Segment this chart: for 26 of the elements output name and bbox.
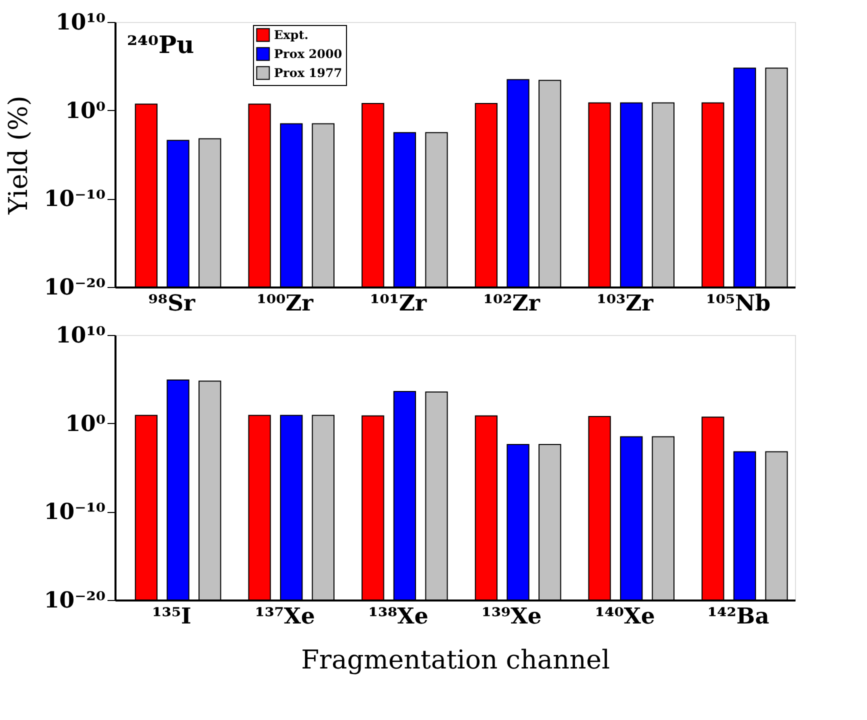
x-tick-label: ¹⁰²Zr: [483, 290, 540, 316]
x-tick-label: ¹⁰⁵Nb: [706, 290, 771, 316]
x-tick-label: ¹³⁸Xe: [368, 604, 428, 630]
legend-label: Prox 2000: [274, 47, 342, 61]
legend-label: Expt.: [274, 28, 308, 42]
y-tick-label: 10⁻²⁰: [44, 274, 106, 300]
x-tick-label: ¹⁰³Zr: [596, 290, 654, 316]
y-tick-label: 10⁰: [65, 410, 106, 437]
x-axis-title: Fragmentation channel: [301, 646, 610, 676]
y-tick-label: 10⁻¹⁰: [44, 186, 106, 212]
y-tick-label: 10⁻²⁰: [44, 588, 106, 614]
legend-label: Prox 1977: [274, 66, 342, 80]
y-tick-label: 10⁰: [65, 98, 106, 124]
x-tick-label: ¹³⁹Xe: [482, 604, 542, 630]
x-tick-label: ⁹⁸Sr: [148, 290, 196, 316]
x-tick-label: ¹³⁷Xe: [255, 604, 315, 630]
y-axis-title: Yield (%): [4, 96, 34, 216]
annotation: ²⁴⁰Pu: [127, 30, 194, 59]
x-tick-label: ¹³⁵I: [152, 604, 192, 630]
y-tick-label: 10¹⁰: [56, 322, 106, 348]
x-tick-label: ¹⁴²Ba: [707, 604, 770, 630]
x-tick-label: ¹⁴⁰Xe: [595, 604, 655, 630]
y-tick-label: 10⁻¹⁰: [44, 499, 106, 526]
x-tick-label: ¹⁰¹Zr: [370, 290, 428, 316]
y-tick-label: 10¹⁰: [56, 10, 106, 36]
x-tick-label: ¹⁰⁰Zr: [256, 290, 314, 316]
